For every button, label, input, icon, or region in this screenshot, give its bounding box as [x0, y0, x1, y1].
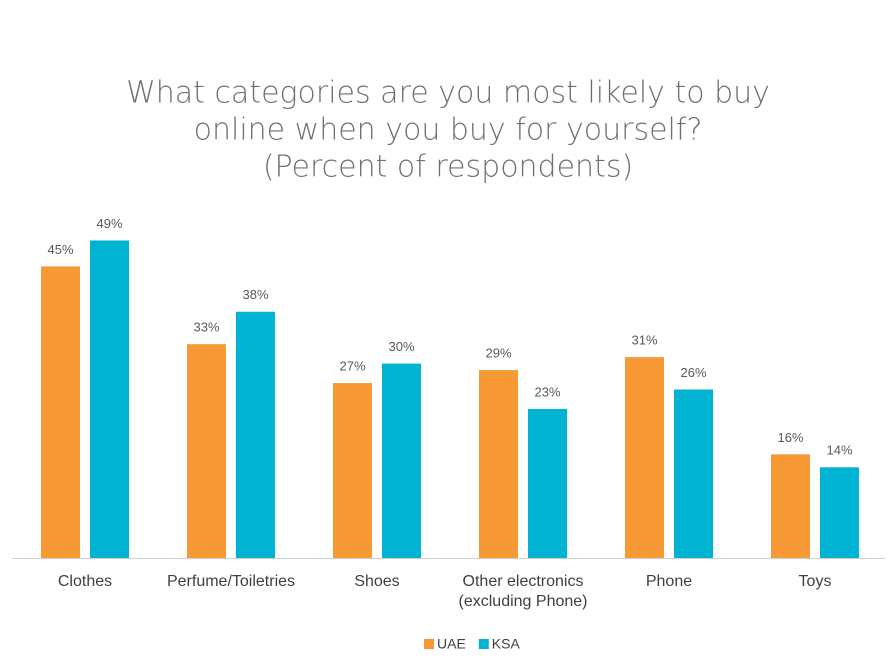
x-tick-label: Shoes [354, 573, 399, 590]
chart-title: What categories are you most likely to b… [126, 76, 770, 111]
x-tick-label: Other electronics (excluding Phone) [459, 573, 588, 610]
bar [625, 357, 664, 558]
bar [236, 311, 275, 558]
data-label: 49% [96, 216, 122, 231]
data-label: 26% [680, 365, 706, 380]
chart-title: online when you buy for yourself? [194, 113, 703, 148]
bar [820, 467, 859, 558]
x-tick-label: Phone [646, 573, 692, 590]
x-tick-label: Toys [799, 573, 832, 590]
bar [333, 383, 372, 558]
data-label: 45% [47, 242, 73, 257]
bar [674, 389, 713, 558]
chart-title: (Percent of respondents) [263, 150, 633, 185]
data-label: 16% [777, 430, 803, 445]
data-label: 31% [631, 333, 657, 348]
bar [187, 344, 226, 558]
data-label: 33% [193, 320, 219, 335]
bar [528, 408, 567, 558]
legend-label: KSA [492, 636, 521, 652]
data-label: 14% [826, 443, 852, 458]
data-label: 23% [534, 384, 560, 399]
x-tick-label: Perfume/Toiletries [167, 573, 295, 590]
legend-swatch [424, 639, 434, 649]
data-label: 38% [242, 287, 268, 302]
legend-label: UAE [437, 636, 466, 652]
bar [771, 454, 810, 558]
x-tick-label: Clothes [58, 573, 112, 590]
data-label: 27% [339, 358, 365, 373]
bar [41, 266, 80, 558]
bar [382, 363, 421, 558]
data-label: 29% [485, 346, 511, 361]
data-label: 30% [388, 339, 414, 354]
bar [90, 240, 129, 559]
bar [479, 370, 518, 558]
legend-swatch [478, 639, 489, 649]
